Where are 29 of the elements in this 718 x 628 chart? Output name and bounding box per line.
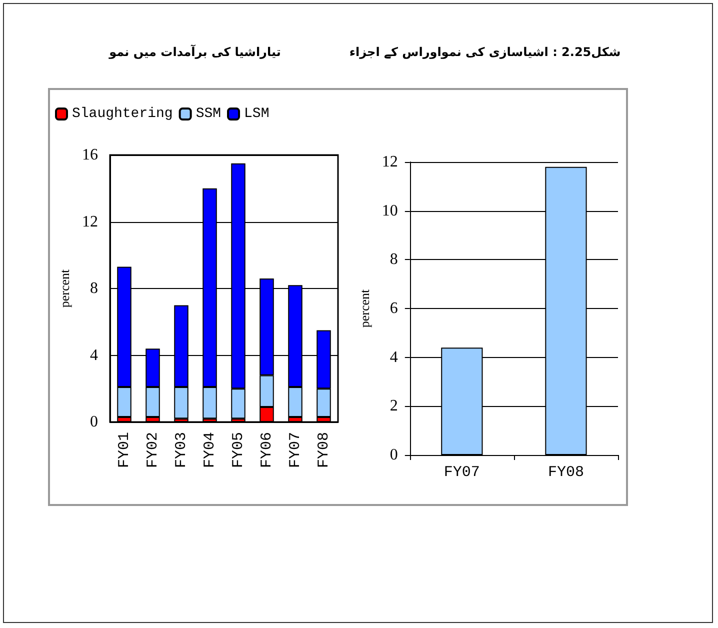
x-tick-label: FY04 — [201, 432, 218, 468]
x-tick-label: FY07 — [444, 464, 480, 481]
chart-title: شکل2.25 : اشیاسازی کی نمواوراس کے اجزاء — [348, 44, 622, 60]
y-tick-label: 0 — [390, 446, 398, 464]
y-tick-label: 6 — [390, 300, 398, 317]
y-tick-label: 4 — [90, 346, 98, 364]
y-tick-label: 0 — [90, 414, 98, 430]
x-tick-label: FY08 — [548, 464, 584, 481]
y-tick-label: 4 — [390, 348, 398, 366]
legend-label: SSM — [196, 106, 222, 122]
x-tick-label: FY03 — [172, 432, 190, 468]
x-tick-label: FY07 — [286, 432, 304, 468]
y-tick-label: 8 — [90, 280, 98, 297]
y-tick-label: 2 — [390, 398, 398, 415]
x-tick-label: FY06 — [258, 432, 276, 468]
y-axis-title: percent — [357, 288, 372, 328]
y-axis-title: percent — [57, 268, 72, 308]
y-tick-label: 8 — [390, 251, 398, 268]
y-tick-label: 12 — [82, 213, 98, 230]
x-tick-label: FY02 — [144, 432, 162, 468]
legend-label: LSM — [244, 106, 270, 122]
y-tick-label: 10 — [382, 202, 398, 220]
x-tick-label: FY05 — [230, 432, 247, 468]
x-tick-label: FY01 — [116, 432, 133, 468]
y-tick-label: 16 — [82, 146, 98, 164]
y-tick-label: 12 — [382, 154, 398, 170]
chart-title: تیاراشیا کی برآمدات میں نمو — [108, 44, 282, 60]
legend-label: Slaughtering — [72, 106, 173, 122]
x-tick-label: FY08 — [315, 432, 332, 468]
